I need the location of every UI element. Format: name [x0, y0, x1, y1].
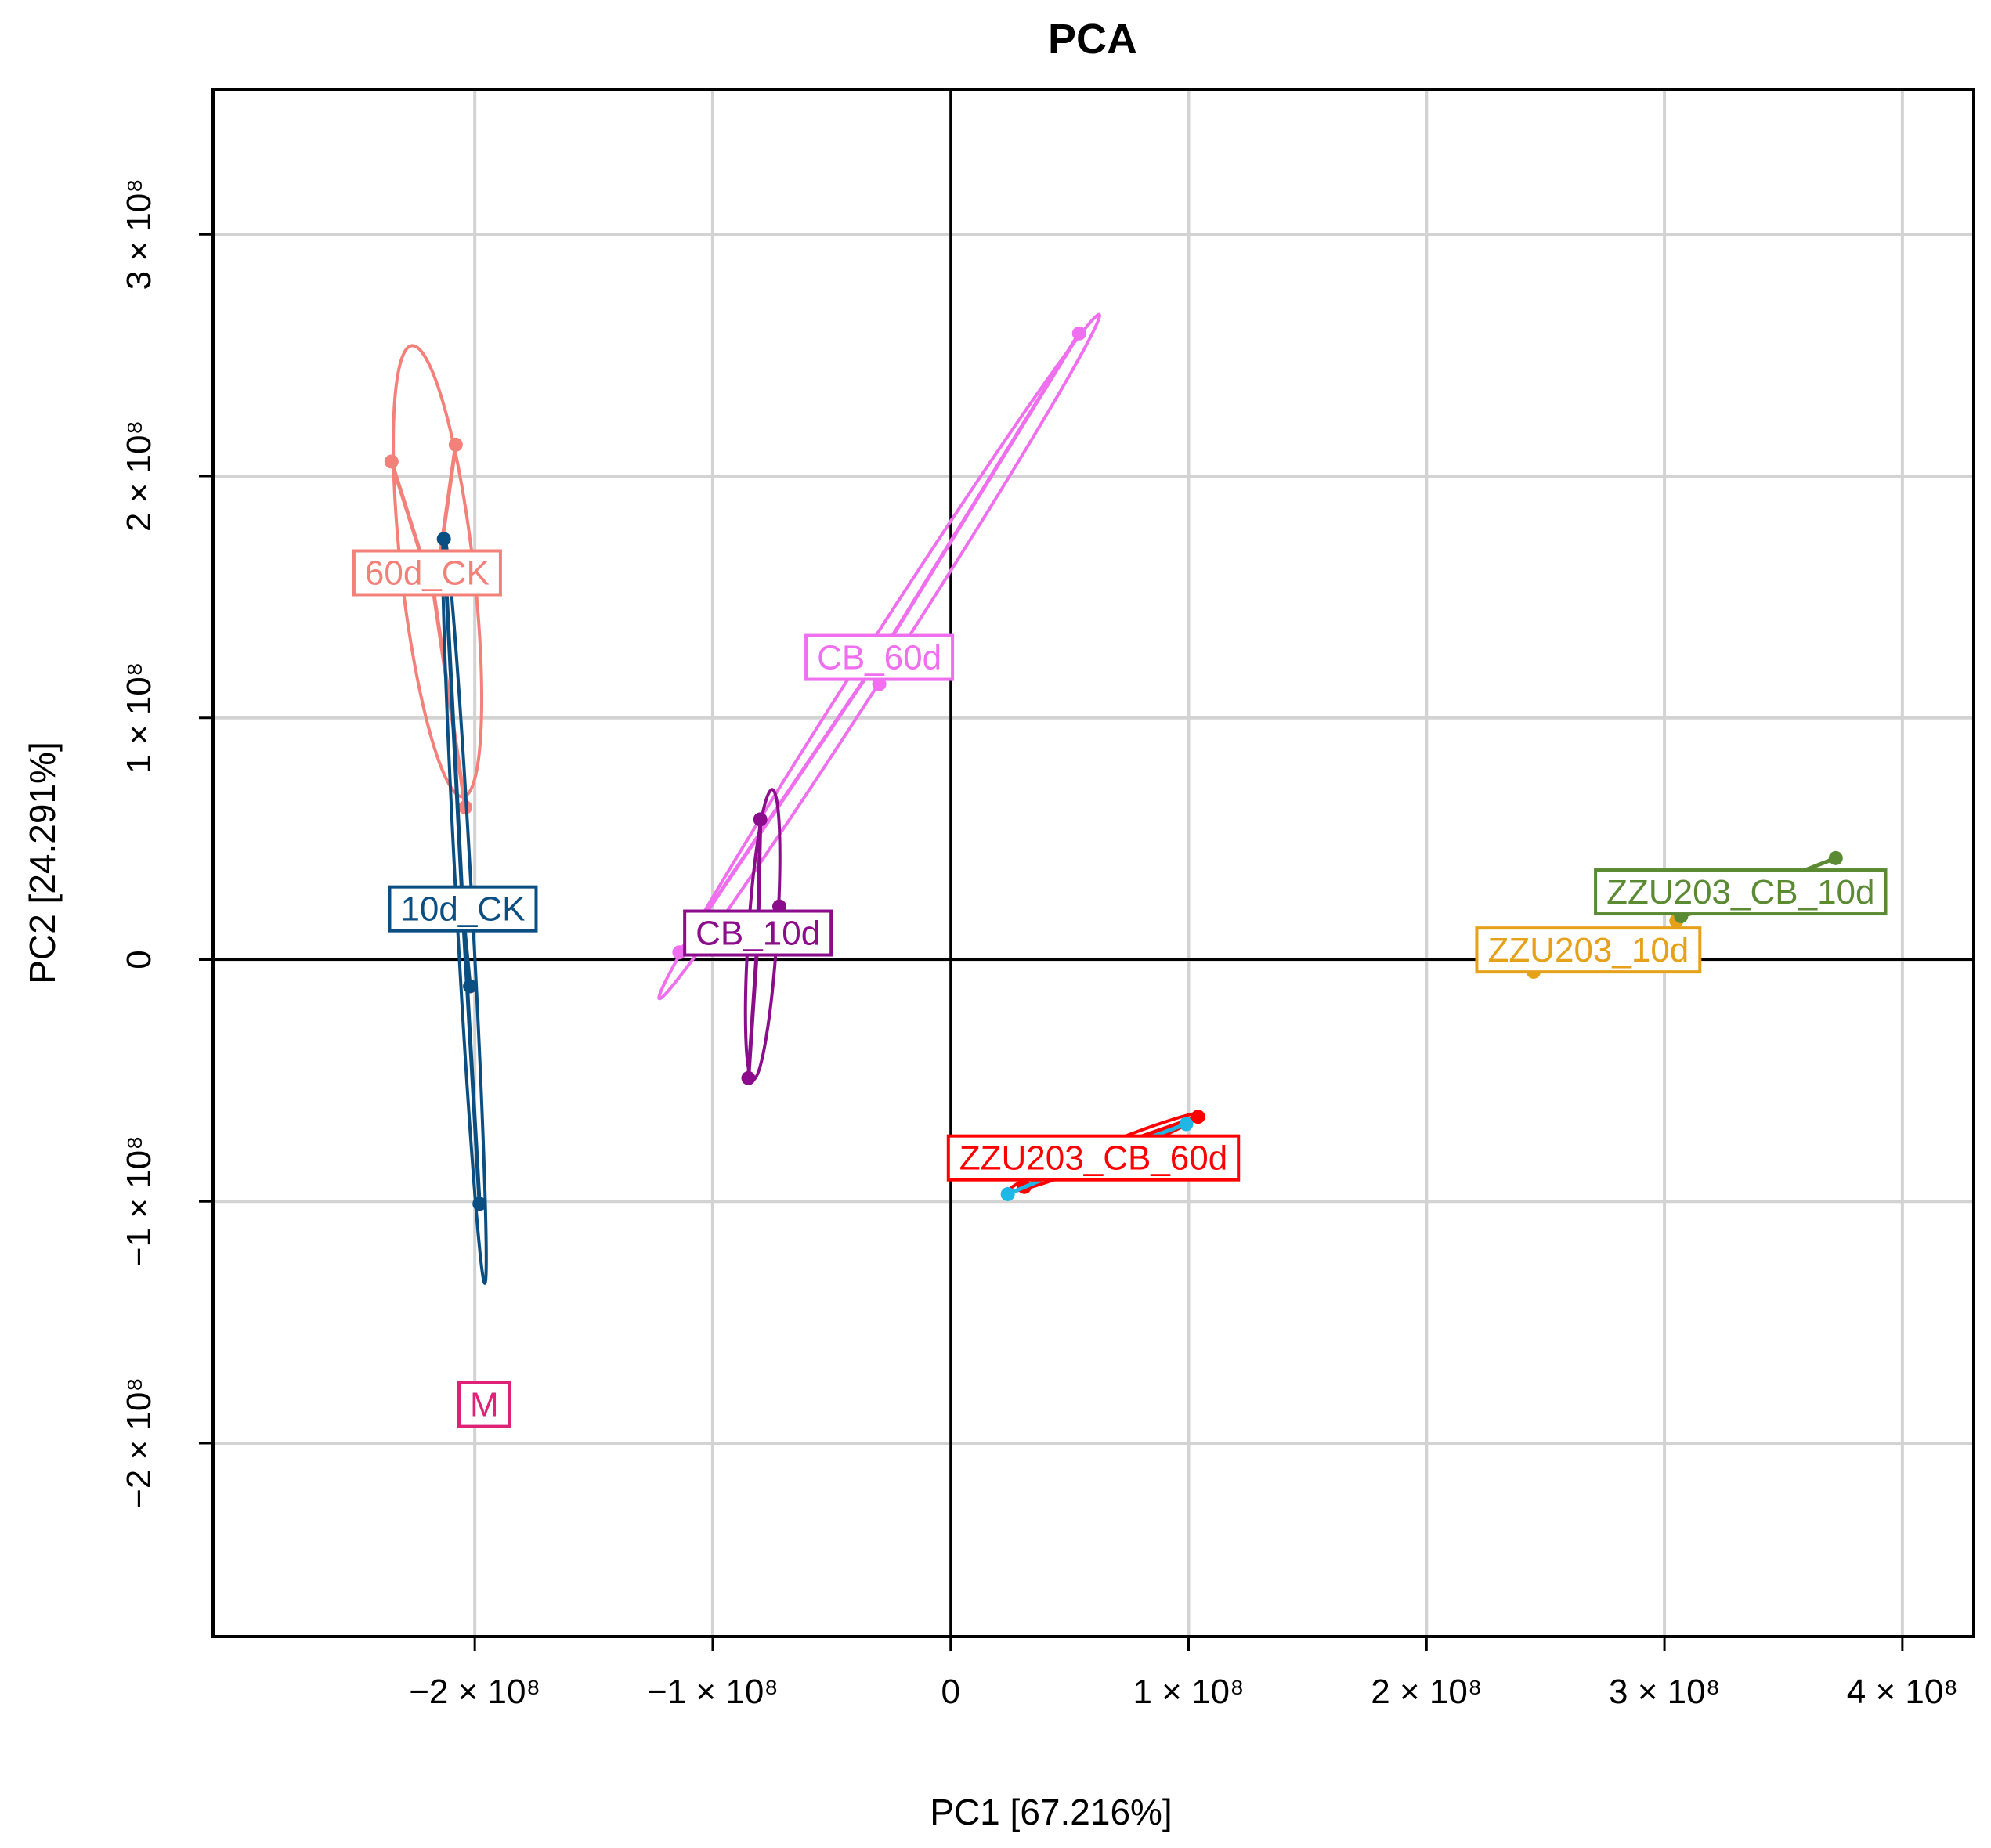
data-point — [448, 437, 463, 452]
y-tick-label: 3 × 10⁸ — [120, 179, 158, 290]
group-label-box — [352, 549, 502, 597]
group-label-box — [1475, 926, 1702, 974]
x-tick-label: −2 × 10⁸ — [409, 1673, 540, 1711]
group-label-box — [946, 1134, 1241, 1182]
spoke-line — [432, 597, 468, 808]
group-label: CB_10d — [683, 909, 833, 957]
group-label: M — [457, 1381, 511, 1428]
y-axis: −2 × 10⁸ −1 × 10⁸ 0 1 × 10⁸ 2 × 10⁸ 3 × 10⁸ — [120, 179, 213, 1509]
y-axis-label: PC2 [24.291%] — [22, 742, 63, 984]
data-point — [672, 945, 687, 960]
group-label-text: 60d_CK — [365, 554, 490, 593]
group-label-text: CB_60d — [817, 639, 941, 677]
spoke-line — [678, 656, 881, 954]
data-point — [1179, 1117, 1194, 1132]
group-label-text: ZZU203_CB_10d — [1606, 873, 1874, 911]
data-point — [463, 979, 478, 994]
x-tick-label: −1 × 10⁸ — [647, 1673, 779, 1711]
data-point — [472, 1197, 487, 1211]
group-label-box — [1594, 868, 1888, 916]
x-tick-label: 1 × 10⁸ — [1133, 1673, 1244, 1711]
spoke-line — [877, 332, 1081, 659]
group-label-text: M — [470, 1386, 499, 1424]
group-label-box — [804, 633, 955, 681]
x-axis-label: PC1 [67.216%] — [930, 1792, 1172, 1832]
chart-title: PCA — [1048, 16, 1137, 63]
group-label-box — [457, 1381, 511, 1428]
group-labels: 60d_CK 10d_CK CB_60d CB_10d ZZU203_CB_60d M ZZ… — [352, 549, 1888, 1428]
group-label: ZZU203_10d — [1475, 926, 1702, 974]
group-label-text: CB_10d — [696, 915, 820, 953]
x-axis: −2 × 10⁸ −1 × 10⁸ 0 1 × 10⁸ 2 × 10⁸ 3 × 10⁸ 4 … — [409, 1637, 1958, 1711]
spoke-line — [461, 911, 482, 1204]
data-point — [741, 1070, 756, 1085]
data-point — [1828, 850, 1843, 865]
data-point — [753, 812, 768, 827]
group-label: ZZU203_CB_60d — [946, 1134, 1241, 1182]
x-tick-label: 2 × 10⁸ — [1371, 1673, 1482, 1711]
data-point — [1000, 1186, 1015, 1201]
group-label-box — [388, 885, 538, 933]
x-tick-label: 4 × 10⁸ — [1847, 1673, 1958, 1711]
spoke-line — [442, 539, 465, 911]
group-label-text: 10d_CK — [400, 890, 525, 929]
y-tick-label: 2 × 10⁸ — [120, 420, 158, 532]
group-label: 60d_CK — [352, 549, 502, 597]
group-label: 10d_CK — [388, 885, 538, 933]
group-label-text: ZZU203_10d — [1487, 931, 1689, 969]
y-tick-label: −2 × 10⁸ — [120, 1377, 158, 1509]
group-label: ZZU203_CB_10d — [1594, 868, 1888, 916]
plot-frame — [211, 88, 1975, 1638]
data-point — [1071, 326, 1086, 341]
spoke-line — [746, 935, 761, 1078]
group-label: CB_60d — [804, 633, 955, 681]
y-tick-label: −1 × 10⁸ — [120, 1135, 158, 1267]
group-label-text: ZZU203_CB_60d — [959, 1139, 1227, 1178]
y-tick-label: 0 — [120, 950, 158, 969]
group-label-box — [683, 909, 833, 957]
x-tick-label: 3 × 10⁸ — [1609, 1673, 1720, 1711]
data-point — [1191, 1110, 1205, 1124]
data-point — [384, 454, 399, 469]
y-tick-label: 1 × 10⁸ — [120, 662, 158, 774]
x-tick-label: 0 — [941, 1673, 959, 1711]
data-point — [436, 532, 451, 547]
